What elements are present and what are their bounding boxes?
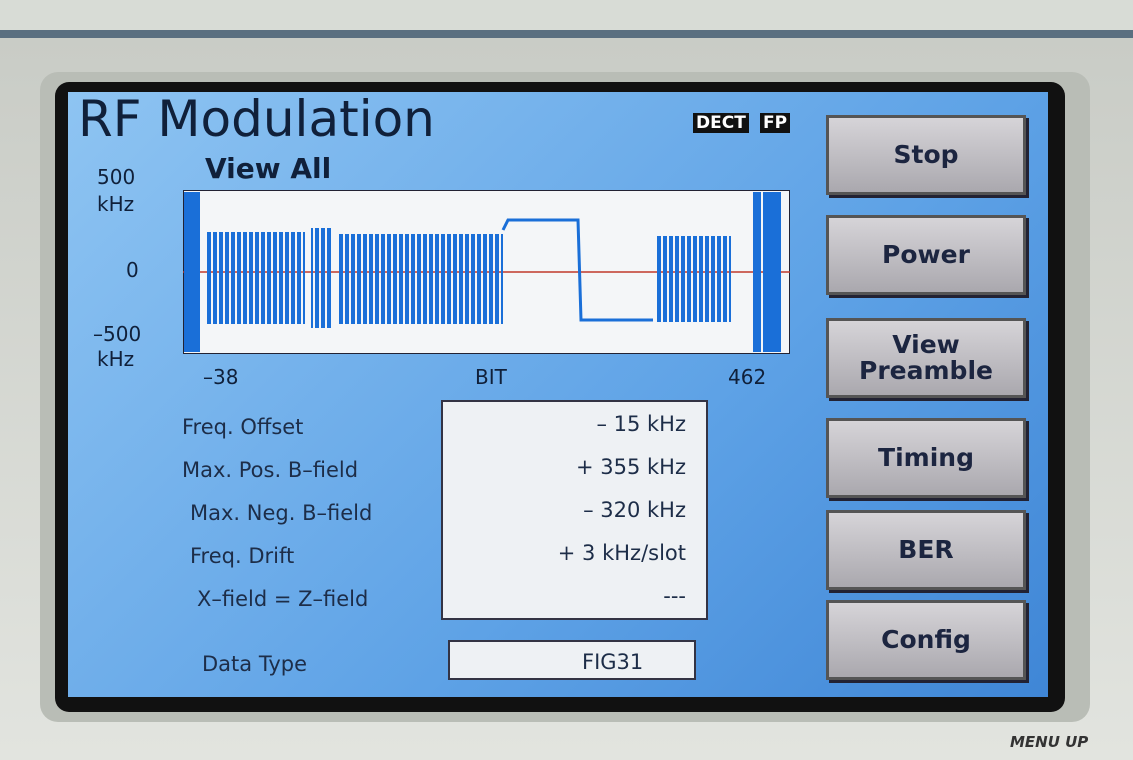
y-label: 500	[97, 165, 135, 189]
waveform-plot	[183, 190, 790, 354]
subtitle: View All	[205, 152, 331, 185]
y-label: 0	[126, 258, 139, 282]
menu-button[interactable]: Stop	[826, 115, 1026, 195]
badge: FP	[760, 113, 790, 133]
measurement-value: + 355 kHz	[446, 455, 686, 479]
menu-button[interactable]: Config	[826, 600, 1026, 680]
measurement-label: Freq. Drift	[190, 544, 294, 568]
measurement-label: X–field = Z–field	[197, 587, 368, 611]
measurement-label: Max. Pos. B–field	[182, 458, 358, 482]
data-type-label: Data Type	[202, 652, 307, 676]
data-type-box	[448, 640, 696, 680]
x-label: –38	[203, 365, 238, 389]
y-label: –500	[93, 322, 141, 346]
measurement-value: – 15 kHz	[446, 412, 686, 436]
measurement-label: Freq. Offset	[182, 415, 303, 439]
x-axis-title: BIT	[475, 365, 507, 389]
menu-button[interactable]: BER	[826, 510, 1026, 590]
measurement-label: Max. Neg. B–field	[190, 501, 372, 525]
y-unit: kHz	[97, 347, 134, 371]
page: RF Modulation DECT FP View All 500 kHz 0…	[0, 0, 1133, 760]
menu-button[interactable]: Timing	[826, 418, 1026, 498]
menu-button[interactable]: View Preamble	[826, 318, 1026, 398]
footer-label: MENU UP	[1010, 733, 1088, 751]
badge: DECT	[693, 113, 749, 133]
data-type-value: FIG31	[582, 650, 643, 674]
title: RF Modulation	[78, 90, 435, 148]
x-label: 462	[728, 365, 766, 389]
y-unit: kHz	[97, 192, 134, 216]
measurement-value: – 320 kHz	[446, 498, 686, 522]
measurement-value: + 3 kHz/slot	[446, 541, 686, 565]
measurement-value: ---	[446, 584, 686, 608]
menu-button[interactable]: Power	[826, 215, 1026, 295]
